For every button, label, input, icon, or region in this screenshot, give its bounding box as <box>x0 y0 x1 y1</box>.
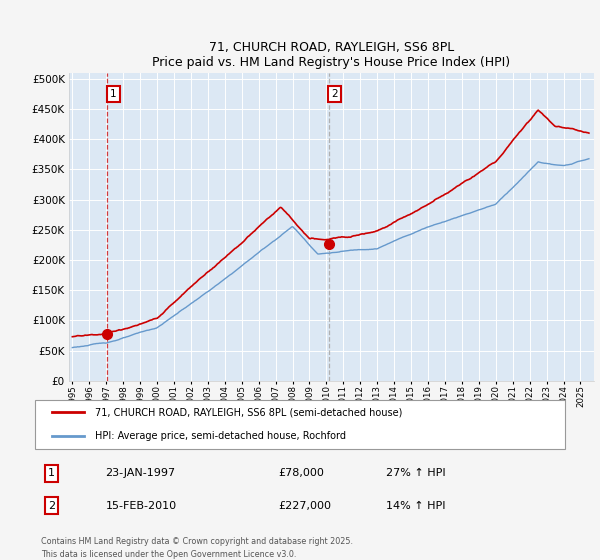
Text: 71, CHURCH ROAD, RAYLEIGH, SS6 8PL (semi-detached house): 71, CHURCH ROAD, RAYLEIGH, SS6 8PL (semi… <box>95 408 402 418</box>
Text: 14% ↑ HPI: 14% ↑ HPI <box>386 501 446 511</box>
Text: Contains HM Land Registry data © Crown copyright and database right 2025.
This d: Contains HM Land Registry data © Crown c… <box>41 537 353 559</box>
Text: 2: 2 <box>48 501 55 511</box>
Text: 1: 1 <box>48 468 55 478</box>
Text: 2: 2 <box>331 89 338 99</box>
Text: £227,000: £227,000 <box>278 501 331 511</box>
Text: 27% ↑ HPI: 27% ↑ HPI <box>386 468 446 478</box>
Title: 71, CHURCH ROAD, RAYLEIGH, SS6 8PL
Price paid vs. HM Land Registry's House Price: 71, CHURCH ROAD, RAYLEIGH, SS6 8PL Price… <box>152 41 511 69</box>
Text: 15-FEB-2010: 15-FEB-2010 <box>106 501 177 511</box>
Text: HPI: Average price, semi-detached house, Rochford: HPI: Average price, semi-detached house,… <box>95 431 346 441</box>
Text: 1: 1 <box>110 89 116 99</box>
Text: £78,000: £78,000 <box>278 468 324 478</box>
Text: 23-JAN-1997: 23-JAN-1997 <box>106 468 176 478</box>
